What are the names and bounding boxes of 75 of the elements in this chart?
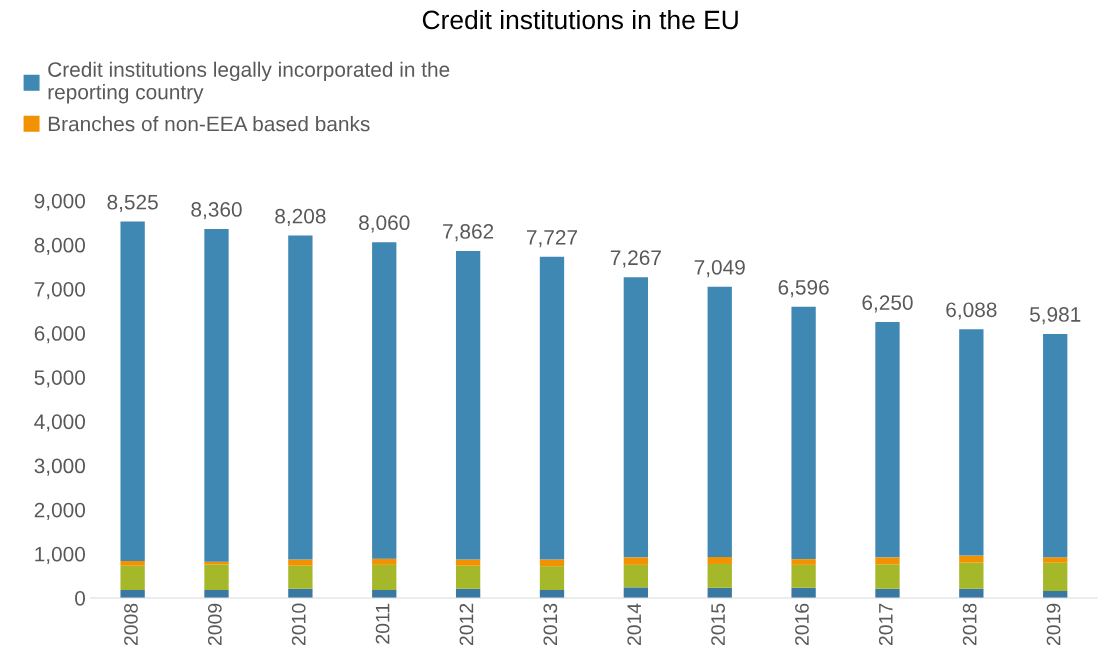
legend-label: Branches of non-EEA based banks: [48, 116, 370, 132]
x-tick-label: 2015: [711, 603, 725, 646]
y-tick-label: 9,000: [34, 193, 86, 211]
y-tick-label: 4,000: [34, 414, 86, 432]
total-label: 8,360: [191, 202, 242, 220]
x-tick-label: 2008: [124, 603, 138, 646]
bar: [120, 560, 145, 566]
bar: [791, 587, 816, 598]
bar: [875, 557, 900, 565]
total-label: 7,727: [526, 230, 578, 248]
x-tick-label: 2017: [878, 603, 893, 646]
bar: [875, 322, 900, 558]
bar: [455, 250, 481, 560]
bar: [204, 590, 229, 598]
total-label: 7,049: [694, 259, 745, 278]
x-tick-label: 2019: [1046, 603, 1061, 646]
total-label: 7,862: [443, 224, 494, 242]
y-tick-label: 2,000: [34, 502, 86, 520]
total-label: 6,596: [778, 279, 829, 298]
bar: [455, 559, 481, 566]
bar: [959, 329, 984, 556]
x-tick-label: 2010: [291, 603, 306, 646]
bar: [1043, 557, 1068, 563]
x-tick-label: 2013: [543, 603, 558, 646]
bar: [791, 559, 816, 565]
bar: [959, 562, 984, 589]
bar: [288, 235, 313, 560]
bar: [623, 564, 649, 588]
bar: [539, 566, 565, 591]
bar: [623, 557, 649, 565]
total-label: 6,250: [862, 295, 913, 313]
total-label: 8,060: [359, 215, 410, 233]
bar: [959, 555, 984, 563]
bar: [1043, 333, 1068, 558]
bar: [120, 565, 145, 591]
bar: [875, 564, 900, 589]
bar: [372, 242, 397, 559]
bar: [707, 556, 732, 564]
legend-label: Credit institutions legally incorporated in the reporting country: [48, 61, 450, 104]
y-tick-label: 7,000: [34, 281, 86, 300]
bar: [288, 565, 313, 589]
bar: [707, 563, 732, 588]
total-label: 8,525: [107, 194, 158, 213]
y-tick-label: 5,000: [34, 370, 86, 388]
x-tick-label: 2016: [795, 603, 809, 646]
bar: [120, 590, 145, 598]
y-tick-label: 6,000: [34, 326, 86, 344]
bar: [623, 587, 649, 598]
y-tick-label: 3,000: [34, 458, 86, 476]
bar: [707, 286, 732, 557]
bar: [623, 277, 649, 558]
bar: [372, 564, 397, 591]
bar: [120, 221, 145, 561]
y-tick-label: 8,000: [34, 237, 86, 255]
bar: [539, 256, 565, 560]
y-tick-label: 0: [75, 590, 86, 606]
bar: [204, 228, 229, 562]
bar: [204, 564, 229, 591]
bar: [455, 565, 481, 589]
bar: [288, 559, 313, 566]
y-tick-label: 1,000: [35, 546, 86, 565]
bar: [1043, 562, 1068, 591]
x-tick-label: 2009: [207, 603, 222, 646]
bar: [791, 306, 816, 560]
bar: [791, 564, 816, 588]
x-tick-label: 2011: [375, 603, 390, 644]
total-label: 5,981: [1029, 307, 1081, 325]
total-label: 8,208: [275, 208, 326, 226]
x-tick-label: 2012: [459, 603, 474, 646]
chart-title: Credit institutions in the EU: [422, 9, 738, 30]
total-label: 7,267: [610, 250, 661, 268]
bar: [372, 558, 397, 565]
x-tick-label: 2014: [627, 603, 642, 646]
x-tick-label: 2018: [962, 603, 977, 646]
total-label: 6,088: [946, 302, 997, 320]
